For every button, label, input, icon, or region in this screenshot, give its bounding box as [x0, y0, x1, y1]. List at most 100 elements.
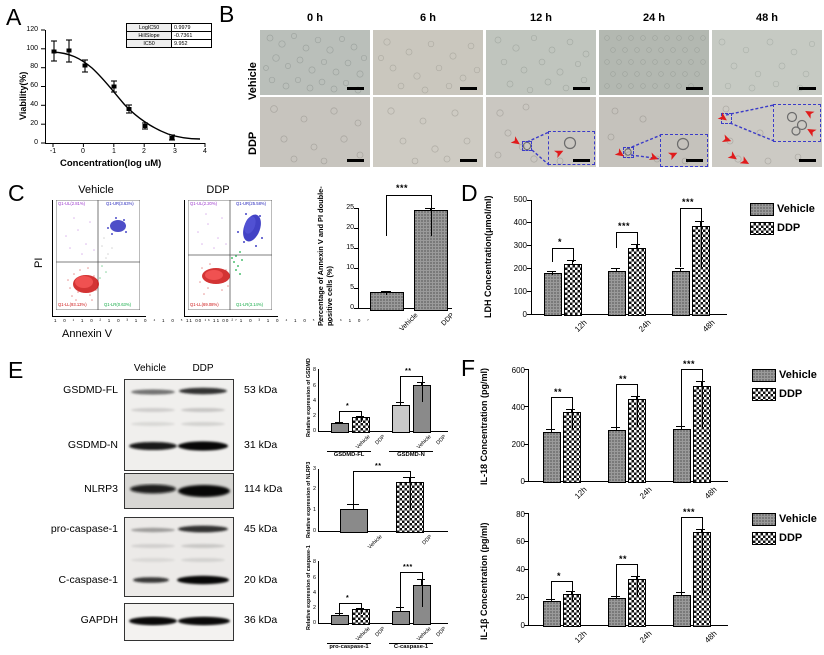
panel-f-chart2-ytick: 0 — [520, 621, 525, 630]
scale-bar — [573, 87, 590, 90]
panel-d-y-axis — [531, 200, 532, 314]
panel-f-label: F — [461, 355, 476, 381]
bar-ddp-24h — [628, 248, 646, 316]
panel-c-bar-ytick: 20 — [346, 224, 354, 231]
panel-c-x-axis-title: Annexin V — [62, 328, 113, 340]
error-cap — [676, 426, 685, 427]
bar-pro-caspase-1-ddp — [352, 609, 370, 625]
panel-c-bar-ytick: 10 — [346, 264, 354, 271]
tick — [354, 268, 358, 269]
significance-bracket — [680, 208, 702, 267]
bar-gsdmd-fl-ddp — [352, 417, 370, 433]
significance-bracket — [616, 384, 638, 427]
panel-e-chart1-y-axis — [318, 369, 319, 431]
quadrant-ul: Q1-UL(2.20%) — [190, 201, 217, 206]
panel-f-chart1-ytick: 200 — [511, 440, 525, 449]
panel-d-ylabel: LDH Concentration(μmol/ml) — [483, 195, 493, 318]
blot-nlrp3 — [124, 473, 234, 509]
micrograph-ddp-6h — [373, 97, 483, 167]
panel-e-chart1-xtick: DDP — [374, 434, 387, 447]
bar-gsdmd-n-vehicle — [392, 405, 410, 433]
blot-label-gsdmd-fl: GSDMD-FL — [63, 384, 118, 396]
tick — [354, 248, 358, 249]
error-bar — [338, 613, 340, 615]
panel-e-chart1-ytick: 6 — [313, 383, 316, 389]
error-cap — [696, 529, 705, 530]
bar-nlrp3-vehicle — [340, 508, 368, 533]
error-cap — [546, 599, 555, 600]
legend-swatch-ddp — [750, 222, 774, 235]
error-cap — [566, 591, 575, 592]
flow-title-ddp: DDP — [206, 184, 230, 196]
scale-bar — [460, 87, 477, 90]
panel-a-curve-svg — [41, 29, 206, 147]
blot-label-nlrp3: NLRP3 — [84, 483, 118, 495]
micrograph-ddp-48h: ➤ ➤ ➤ ➤ ➤ ➤ — [712, 97, 822, 167]
panel-d-ytick: 100 — [513, 287, 527, 296]
panel-d-ytick: 200 — [513, 264, 527, 273]
panel-f-chart2-xtick: 48h — [702, 629, 719, 645]
error-cap — [396, 402, 404, 403]
legend-swatch-vehicle — [752, 369, 776, 382]
error-cap — [696, 381, 705, 382]
panel-c-bar-x-axis — [358, 308, 452, 309]
error-bar — [359, 608, 361, 610]
inset-box — [522, 141, 532, 151]
tick — [527, 245, 531, 246]
significance-label: * — [346, 403, 350, 410]
micrograph-vehicle-24h — [599, 30, 709, 95]
panel-f-chart2-xtick: 24h — [637, 629, 654, 645]
error-cap — [611, 596, 620, 597]
group-underline — [327, 451, 371, 452]
panel-d-xtick-12h: 12h — [572, 318, 589, 334]
error-cap — [695, 221, 704, 222]
error-bar — [570, 409, 572, 413]
panel-e-chart2-x-axis — [318, 531, 448, 532]
error-cap — [566, 409, 575, 410]
blot-gapdh — [124, 603, 234, 641]
panel-d-label: D — [461, 180, 478, 206]
panel-e-chart1-ytick: 4 — [313, 398, 316, 404]
panel-d-xtick-24h: 24h — [636, 318, 653, 334]
ic50-value: 9.952 — [171, 39, 212, 48]
error-cap — [417, 579, 425, 580]
panel-a-xtick: 2 — [142, 148, 146, 155]
significance-label: * — [346, 595, 350, 602]
tick — [524, 481, 528, 482]
panel-e-chart3-xtick: Vehicle — [416, 626, 433, 643]
tick — [524, 513, 528, 514]
panel-e-chart3-ylabel: Relative expression of caspase-1 — [306, 545, 312, 630]
significance-bracket — [616, 564, 638, 596]
panel-e-chart3-xtick: DDP — [435, 626, 448, 639]
panel-a-ytick: 80 — [30, 63, 38, 70]
panel-e-chart2-xtick: DDP — [421, 534, 434, 547]
bar-il1b-ddp-12h — [563, 593, 581, 627]
panel-e-chart2-ytick: 1 — [313, 507, 316, 513]
panel-b-row-ddp: DDP — [247, 131, 259, 155]
panel-e-chart3-ytick: 6 — [313, 575, 316, 581]
panel-f-chart1-xtick: 24h — [637, 485, 654, 501]
inset-box — [721, 113, 732, 124]
legend-label-vehicle: Vehicle — [777, 203, 815, 215]
error-bar — [338, 422, 340, 424]
error-cap — [546, 429, 555, 430]
legend-swatch-vehicle — [750, 203, 774, 216]
bar-il18-vehicle-48h — [673, 429, 691, 483]
panel-a-xtick: -1 — [49, 148, 57, 155]
scale-bar — [573, 159, 590, 162]
significance-bracket — [616, 232, 638, 248]
significance-bracket — [681, 369, 703, 427]
tick — [354, 228, 358, 229]
error-bar — [408, 477, 410, 483]
ic50-key: IC50 — [125, 39, 173, 48]
panel-e-chart3-ytick: 2 — [313, 605, 316, 611]
panel-f: F IL-18 Concentration (pg/ml) 0 200 400 … — [455, 355, 824, 655]
panel-f-chart1-xtick: 12h — [572, 485, 589, 501]
panel-b-timepoint-12h: 12 h — [529, 12, 552, 24]
legend-label-vehicle: Vehicle — [779, 369, 817, 381]
panel-e-chart3-group-label: C-caspase-1 — [393, 644, 429, 650]
error-bar — [399, 402, 401, 406]
tick — [527, 291, 531, 292]
panel-b-timepoint-6h: 6 h — [420, 12, 436, 24]
inset-magnified — [548, 131, 595, 165]
